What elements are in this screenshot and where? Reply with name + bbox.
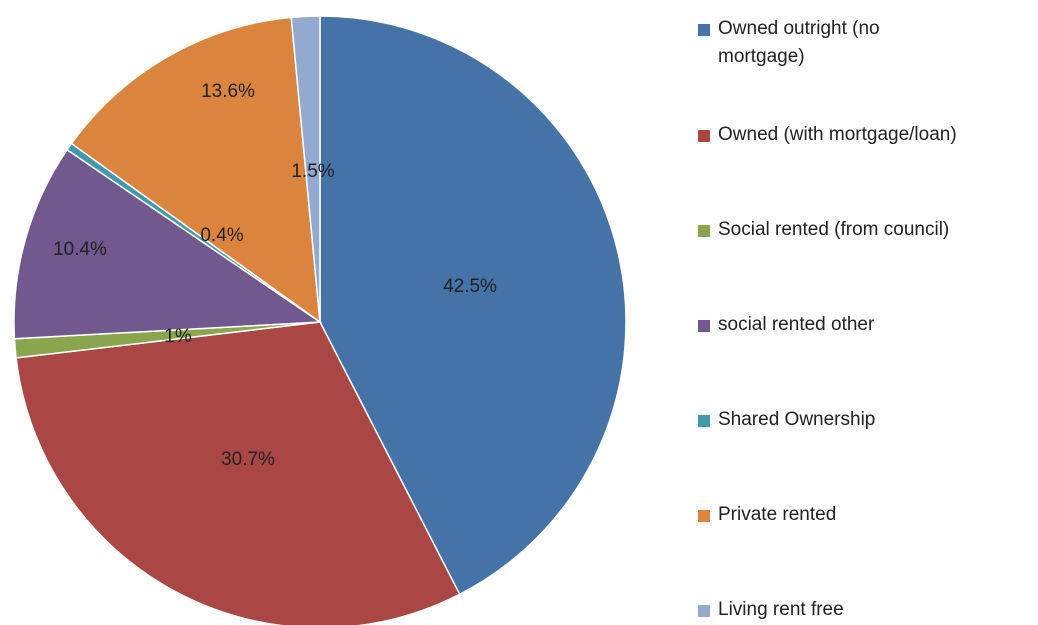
data-label: 1%: [164, 326, 192, 347]
legend-item: Owned (with mortgage/loan): [698, 121, 1033, 149]
data-label: 0.4%: [200, 225, 243, 246]
data-label: 30.7%: [221, 449, 275, 470]
pie-slice: [70, 16, 321, 324]
legend-swatch: [698, 24, 710, 36]
pie-slice: [15, 321, 461, 625]
legend-item: social rented other: [698, 311, 1033, 339]
legend-swatch: [698, 605, 710, 617]
legend-label: Private rented: [718, 504, 837, 525]
legend-swatch: [698, 510, 710, 522]
legend-item: Owned outright (no mortgage): [698, 15, 1033, 71]
pie-slice: [319, 15, 627, 596]
legend-item: Shared Ownership: [698, 406, 1033, 434]
data-label: 13.6%: [201, 81, 255, 102]
pie-slice: [290, 15, 321, 323]
data-label: 42.5%: [443, 276, 497, 297]
data-label: 10.4%: [53, 239, 107, 260]
legend-swatch: [698, 415, 710, 427]
legend-label: Owned outright (no mortgage): [718, 18, 880, 67]
legend-label: Shared Ownership: [718, 409, 876, 430]
legend-item: Social rented (from council): [698, 216, 1033, 244]
chart: 42.5% 30.7% 1% 10.4% 0.4% 13.6% 1.5%: [13, 15, 627, 625]
legend-swatch: [698, 320, 710, 332]
legend-swatch: [698, 225, 710, 237]
legend-label: Living rent free: [718, 599, 844, 620]
legend-item: Living rent free: [698, 596, 1033, 624]
pie-slice: [13, 148, 323, 340]
data-label: 1.5%: [291, 161, 334, 182]
legend-swatch: [698, 130, 710, 142]
legend-label: Owned (with mortgage/loan): [718, 124, 957, 145]
legend-item: Private rented: [698, 501, 1033, 529]
legend-label: Social rented (from council): [718, 219, 950, 240]
legend-label: social rented other: [718, 314, 875, 335]
